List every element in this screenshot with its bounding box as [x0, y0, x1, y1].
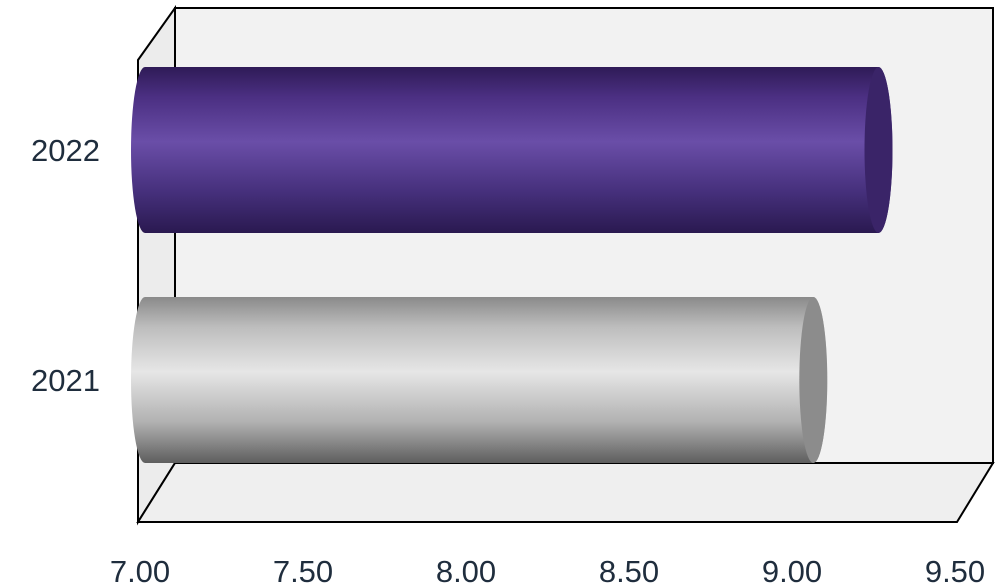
bar-body-2022 — [131, 67, 893, 233]
category-label-2022: 2022 — [31, 133, 100, 168]
bar-cap-2021 — [799, 297, 828, 463]
bar-2022 — [131, 67, 893, 233]
x-tick-labels: 7.00 7.50 8.00 8.50 9.00 9.50 — [110, 554, 985, 588]
x-tick-label: 8.50 — [599, 554, 659, 588]
bar-2021 — [131, 297, 828, 463]
bar-cap-2022 — [864, 67, 893, 233]
floor — [136, 462, 995, 523]
bar-body-2021 — [131, 297, 828, 463]
x-tick-label: 8.00 — [436, 554, 496, 588]
category-label-2021: 2021 — [31, 363, 100, 398]
x-tick-label: 9.00 — [762, 554, 822, 588]
x-tick-label: 7.00 — [110, 554, 170, 588]
bars-layer — [131, 67, 893, 463]
x-tick-label: 9.50 — [925, 554, 985, 588]
x-tick-label: 7.50 — [273, 554, 333, 588]
category-labels: 2021 2022 — [31, 133, 100, 398]
